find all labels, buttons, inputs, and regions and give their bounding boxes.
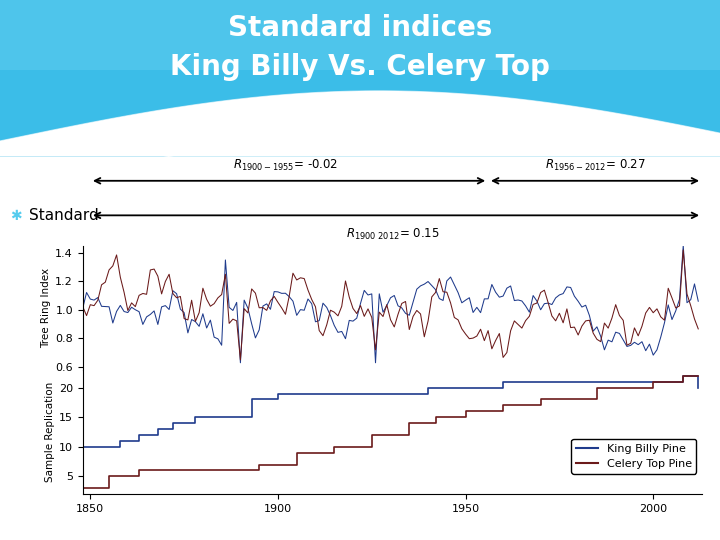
Text: $R_{1900\ 2012}$= 0.15: $R_{1900\ 2012}$= 0.15 <box>346 227 439 242</box>
Text: Standard: Standard <box>29 208 98 224</box>
Text: Standard indices: Standard indices <box>228 14 492 42</box>
Polygon shape <box>0 118 720 172</box>
Bar <box>0 0 720 71</box>
Text: $R_{1956-2012}$= 0.27: $R_{1956-2012}$= 0.27 <box>545 158 645 173</box>
Polygon shape <box>0 91 720 157</box>
Y-axis label: Sample Replication: Sample Replication <box>45 382 55 482</box>
Legend: King Billy Pine, Celery Top Pine: King Billy Pine, Celery Top Pine <box>571 439 696 474</box>
Text: King Billy Vs. Celery Top: King Billy Vs. Celery Top <box>170 53 550 82</box>
Y-axis label: Tree Ring Index: Tree Ring Index <box>41 268 51 348</box>
Text: $R_{1900-1955}$= -0.02: $R_{1900-1955}$= -0.02 <box>233 158 338 173</box>
Text: ✱: ✱ <box>10 209 22 223</box>
